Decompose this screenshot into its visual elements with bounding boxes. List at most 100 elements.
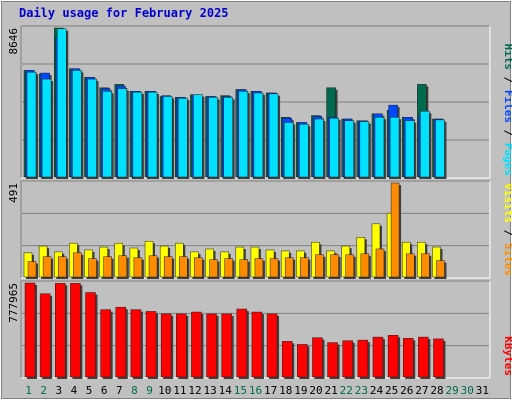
bar-sites [209, 259, 218, 278]
bar-pages [162, 96, 173, 178]
bar-pages [389, 117, 400, 178]
legend-entry-visits: Visits [502, 183, 512, 223]
legend-entry-pages: Pages [502, 143, 512, 176]
y-max-label: 8646 [7, 28, 20, 55]
bar-pages [132, 91, 143, 178]
chart-title: Daily usage for February 2025 [19, 6, 229, 20]
legend: Visits / Sites [502, 183, 512, 276]
bar-sites [179, 256, 188, 278]
bar-pages [208, 97, 218, 178]
x-tick-label: 5 [86, 384, 93, 397]
x-tick-label: 3 [56, 384, 63, 397]
bar-pages [178, 97, 188, 178]
legend-separator: / [502, 70, 512, 90]
bar-sites [163, 256, 173, 278]
bar-pages [72, 70, 82, 178]
bar-kbytes [160, 313, 172, 378]
bar-sites [330, 254, 339, 278]
bar-kbytes [266, 313, 278, 378]
x-tick-label: 19 [294, 384, 307, 397]
legend-entry-sites: Sites [502, 243, 512, 276]
bar-kbytes [312, 337, 323, 378]
x-tick-label: 18 [279, 384, 292, 397]
bar-sites [375, 248, 385, 278]
bar-kbytes [402, 338, 414, 378]
bar-pages [87, 78, 97, 178]
legend-entry-kbytes: KBytes [502, 336, 512, 376]
bar-kbytes [221, 313, 232, 378]
x-tick-label: 6 [101, 384, 108, 397]
bar-kbytes [191, 311, 202, 378]
bar-pages [344, 120, 354, 178]
bar-kbytes [372, 336, 384, 378]
bar-sites [300, 257, 309, 278]
x-tick-label: 9 [146, 384, 153, 397]
bar-sites [390, 182, 400, 278]
x-tick-label: 16 [249, 384, 262, 397]
bar-sites [315, 254, 324, 278]
x-tick-label: 22 [340, 384, 353, 397]
bar-pages [117, 88, 128, 178]
x-tick-label: 28 [430, 384, 443, 397]
bar-pages [283, 122, 294, 178]
bar-kbytes [115, 306, 127, 378]
bar-sites [73, 252, 82, 278]
bar-kbytes [433, 338, 444, 378]
x-tick-label: 1 [25, 384, 32, 397]
x-tick-label: 21 [325, 384, 338, 397]
legend: Hits / Files / Pages [502, 44, 512, 177]
bar-kbytes [85, 292, 96, 378]
legend-separator: / [502, 223, 512, 243]
bar-sites [42, 256, 52, 278]
x-tick-label: 10 [158, 384, 171, 397]
bar-sites [345, 254, 354, 278]
legend-entry-hits: Hits [502, 44, 512, 71]
bar-pages [329, 117, 339, 178]
bar-pages [238, 91, 249, 178]
bar-pages [223, 97, 233, 178]
y-max-label: 777965 [7, 283, 20, 323]
legend-separator: / [502, 123, 512, 143]
bar-kbytes [55, 283, 66, 378]
bar-pages [299, 123, 309, 178]
bar-kbytes [145, 311, 157, 378]
bar-sites [436, 260, 445, 278]
bar-sites [27, 261, 37, 278]
bar-kbytes [236, 308, 248, 378]
bar-pages [359, 121, 370, 178]
bar-pages [314, 118, 324, 178]
bar-sites [224, 258, 233, 278]
bar-kbytes [206, 313, 217, 378]
bar-sites [284, 257, 294, 278]
x-tick-label: 31 [476, 384, 489, 397]
x-tick-label: 23 [355, 384, 368, 397]
bar-sites [254, 258, 264, 278]
x-tick-label: 15 [234, 384, 247, 397]
bar-pages [420, 110, 430, 178]
x-tick-label: 20 [309, 384, 322, 397]
bar-sites [194, 257, 203, 278]
bar-pages [41, 78, 52, 178]
x-tick-label: 26 [400, 384, 413, 397]
bar-kbytes [387, 335, 399, 378]
bar-pages [268, 93, 279, 178]
x-tick-label: 8 [131, 384, 138, 397]
x-tick-label: 4 [71, 384, 78, 397]
bar-sites [133, 257, 143, 278]
bar-sites [269, 258, 279, 278]
bar-kbytes [327, 342, 338, 378]
bar-kbytes [251, 311, 263, 378]
x-tick-label: 30 [461, 384, 474, 397]
bar-kbytes [39, 293, 51, 378]
bar-pages [374, 117, 385, 178]
x-tick-label: 25 [385, 384, 398, 397]
bar-pages [26, 71, 37, 178]
legend-entry-files: Files [502, 90, 512, 123]
bar-sites [88, 258, 97, 278]
bar-pages [404, 120, 415, 178]
x-tick-label: 12 [188, 384, 201, 397]
bar-pages [147, 91, 158, 178]
x-tick-label: 27 [415, 384, 428, 397]
bar-pages [253, 92, 264, 178]
bar-sites [58, 256, 67, 278]
